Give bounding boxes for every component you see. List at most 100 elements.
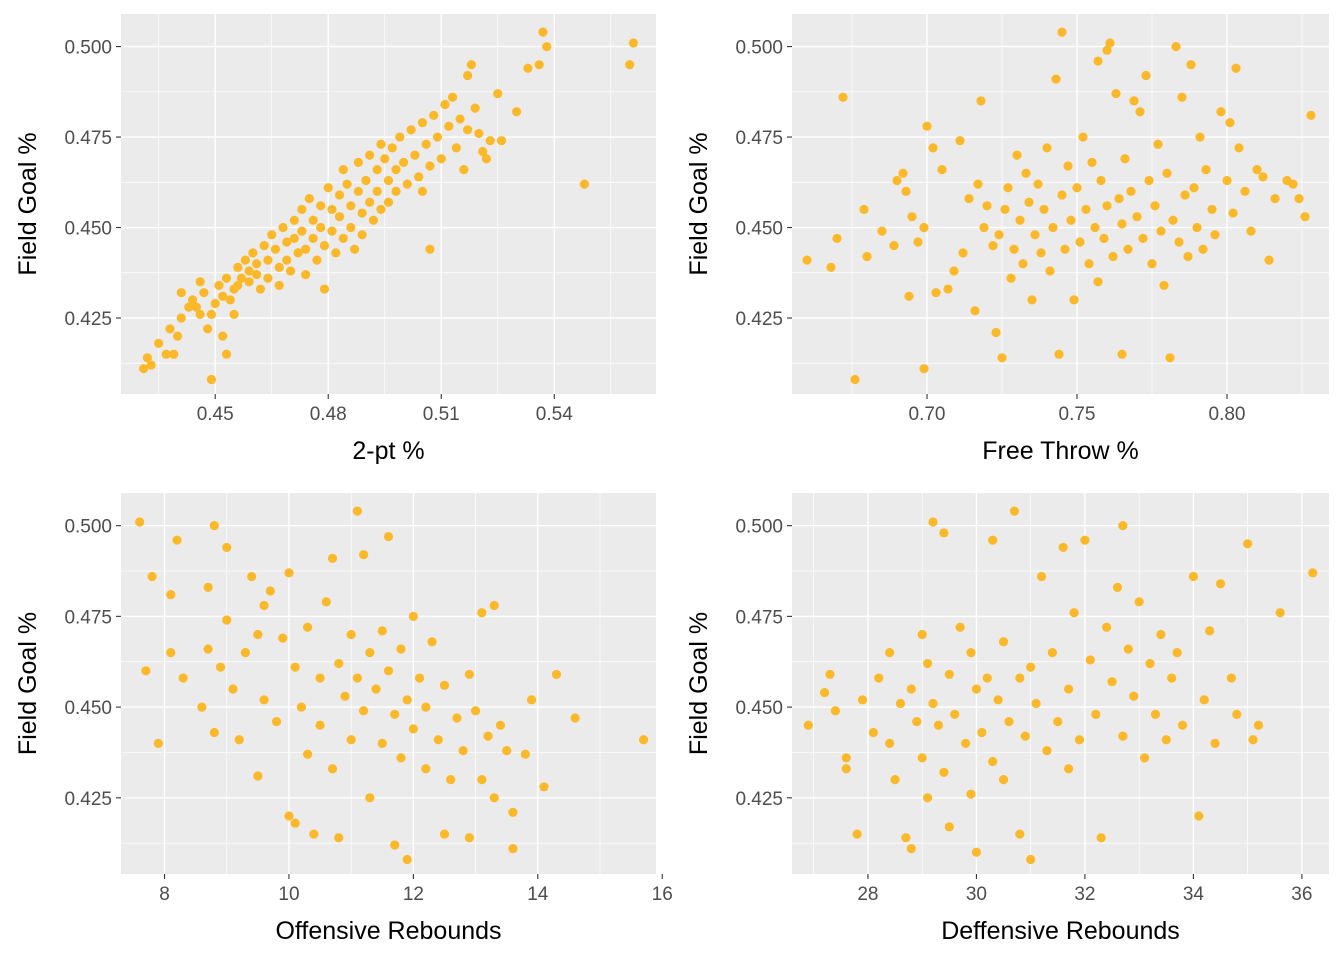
data-point — [906, 844, 916, 854]
data-point — [340, 691, 350, 701]
y-tick-label: 0.425 — [735, 789, 783, 810]
data-point — [892, 175, 902, 186]
data-point — [1009, 506, 1019, 516]
y-tick-label: 0.450 — [735, 698, 783, 719]
data-point — [463, 125, 473, 135]
data-point — [862, 251, 872, 262]
data-point — [1226, 673, 1236, 683]
data-point — [988, 756, 998, 767]
data-point — [993, 695, 1003, 705]
data-point — [988, 241, 998, 251]
data-point — [342, 179, 352, 189]
data-point — [1205, 626, 1215, 636]
data-point — [579, 179, 590, 189]
data-point — [1240, 186, 1250, 196]
data-point — [481, 154, 492, 164]
data-point — [1093, 56, 1103, 66]
x-tick-label: 0.54 — [536, 404, 573, 425]
data-point — [997, 353, 1007, 363]
data-point — [161, 349, 171, 359]
y-tick-label: 0.475 — [735, 607, 783, 628]
scatter-panel-offensive-rebounds: 8 10 12 14 16 0.425 0.450 0.475 0.500 Offensive R… — [14, 493, 673, 945]
data-point — [406, 125, 416, 135]
data-point — [327, 764, 338, 774]
data-point — [551, 669, 562, 680]
data-point — [1102, 622, 1112, 632]
data-point — [417, 117, 428, 128]
data-point — [1112, 582, 1123, 592]
data-point — [267, 230, 277, 240]
data-point — [982, 201, 992, 211]
data-point — [252, 259, 262, 269]
data-point — [1231, 63, 1241, 73]
data-point — [1096, 175, 1106, 186]
data-point — [349, 244, 360, 254]
y-tick-label: 0.425 — [64, 789, 112, 810]
data-point — [964, 193, 974, 204]
data-point — [433, 735, 443, 745]
data-point — [209, 521, 219, 531]
data-point — [1246, 226, 1256, 236]
data-point — [331, 248, 341, 258]
data-point — [222, 615, 232, 625]
data-point — [520, 749, 530, 759]
data-point — [919, 222, 929, 233]
data-point — [628, 38, 638, 48]
data-point — [402, 695, 412, 705]
data-point — [252, 269, 262, 280]
data-point — [346, 735, 356, 745]
data-point — [233, 280, 243, 291]
data-point — [446, 775, 456, 785]
data-point — [398, 157, 409, 167]
data-point — [495, 720, 506, 730]
data-point — [357, 230, 367, 240]
data-point — [1102, 201, 1112, 211]
data-point — [203, 324, 213, 334]
data-point — [523, 63, 533, 73]
data-point — [889, 241, 899, 251]
data-point — [321, 597, 331, 607]
x-tick-label: 14 — [527, 884, 549, 905]
data-point — [1228, 208, 1238, 218]
data-point — [338, 233, 348, 243]
data-point — [1080, 535, 1090, 545]
data-point — [436, 154, 446, 164]
data-point — [1129, 691, 1139, 701]
y-tick-label: 0.500 — [735, 517, 783, 538]
data-point — [1288, 179, 1298, 189]
data-point — [928, 698, 938, 709]
x-tick-label: 32 — [1074, 884, 1095, 905]
data-point — [1222, 175, 1232, 186]
data-point — [334, 190, 345, 200]
x-tick-label: 0.70 — [909, 404, 946, 425]
data-point — [496, 136, 507, 146]
data-point — [383, 197, 394, 207]
data-point — [1172, 648, 1182, 658]
scatter-panel-defensive-rebounds: 28 30 32 34 36 0.425 0.450 0.475 0.500 Deffensive… — [685, 493, 1329, 945]
data-point — [391, 165, 401, 175]
data-point — [421, 764, 431, 774]
data-point — [1108, 251, 1118, 262]
data-point — [901, 186, 911, 196]
data-point — [1099, 233, 1109, 243]
x-tick-label: 28 — [857, 884, 878, 905]
data-point — [296, 702, 307, 712]
data-point — [255, 284, 266, 294]
data-point — [1252, 165, 1262, 175]
data-point — [274, 280, 284, 291]
data-point — [937, 165, 947, 175]
data-point — [334, 658, 344, 669]
y-tick-label: 0.425 — [735, 309, 783, 330]
data-point — [542, 41, 552, 52]
data-point — [913, 237, 923, 247]
data-point — [819, 687, 830, 698]
data-point — [265, 586, 275, 596]
x-tick-label: 34 — [1183, 884, 1205, 905]
data-point — [244, 266, 254, 276]
data-point — [415, 673, 425, 683]
data-point — [233, 262, 243, 272]
data-point — [357, 208, 367, 218]
data-point — [1048, 222, 1058, 233]
data-point — [904, 291, 914, 301]
data-point — [1096, 833, 1106, 843]
